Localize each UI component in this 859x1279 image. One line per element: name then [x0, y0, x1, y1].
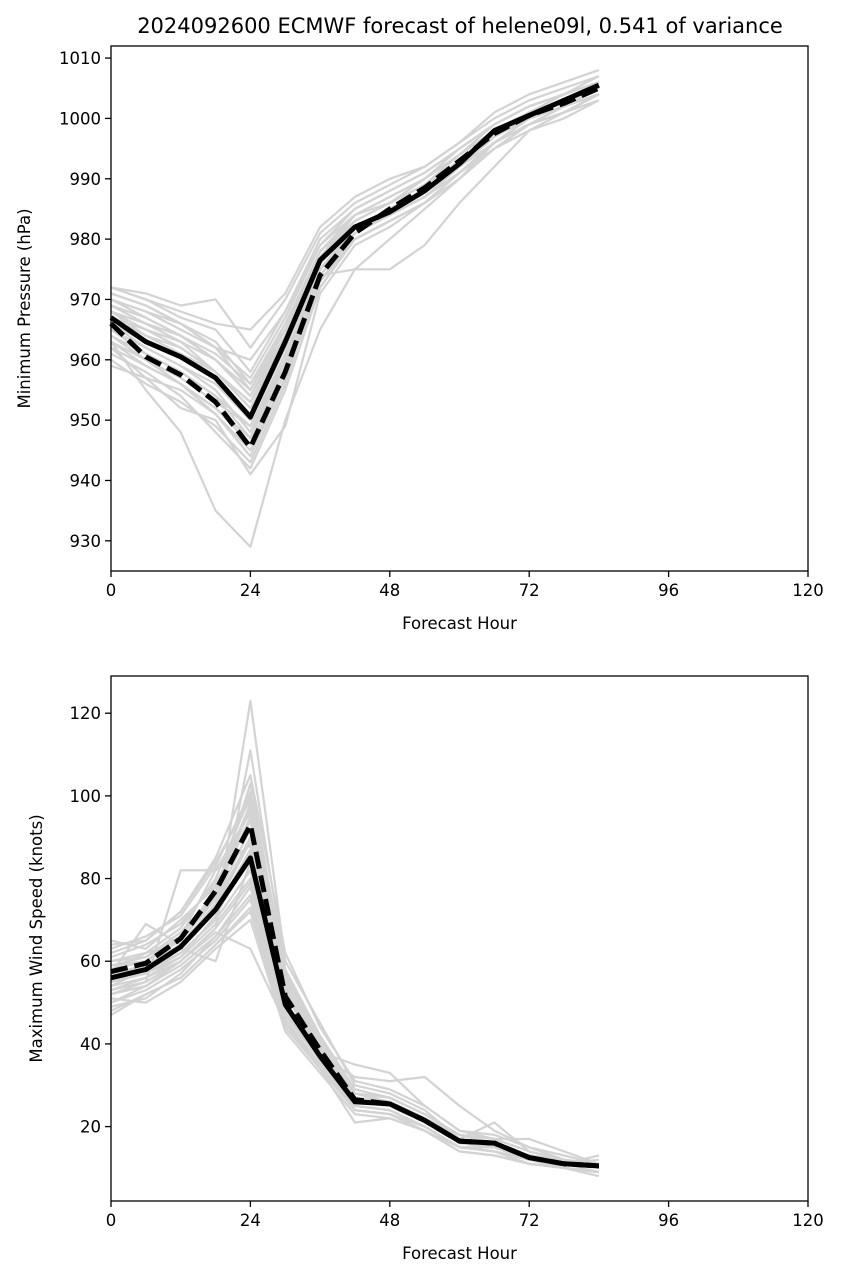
wind-member-line-17	[110, 827, 600, 1169]
pressure-y-tick-label-980: 980	[70, 230, 102, 249]
pressure-x-tick-label-0: 0	[106, 581, 117, 600]
wind-member-line-15	[110, 819, 600, 1165]
pressure-x-tick-label-96: 96	[658, 581, 679, 600]
pressure-member-line-24	[110, 87, 600, 422]
pressure-member-line-22	[110, 99, 600, 452]
wind-member-line-22	[110, 931, 600, 1174]
pressure-member-line-13	[110, 87, 600, 416]
pressure-member-line-4	[110, 93, 600, 470]
wind-x-tick-label-120: 120	[792, 1211, 824, 1230]
wind-y-tick-label-80: 80	[80, 870, 101, 889]
wind-x-axis-label: Forecast Hour	[402, 1244, 517, 1263]
pressure-y-tick-label-970: 970	[70, 290, 102, 309]
pressure-y-tick-label-930: 930	[70, 532, 102, 551]
pressure-member-line-21	[110, 81, 600, 361]
wind-member-line-8	[110, 836, 600, 1169]
wind-x-tick-label-24: 24	[240, 1211, 261, 1230]
pressure-y-tick-label-1000: 1000	[59, 109, 101, 128]
pressure-members-layer	[110, 69, 600, 549]
pressure-axes-frame	[110, 45, 809, 572]
wind-x-tick-label-48: 48	[379, 1211, 400, 1230]
wind-y-tick-label-100: 100	[70, 787, 102, 806]
wind-members-layer	[110, 699, 600, 1178]
pressure-member-line-6	[110, 93, 600, 476]
pressure-member-line-28	[110, 93, 600, 440]
wind-y-tick-label-60: 60	[80, 952, 101, 971]
pressure-y-tick-label-940: 940	[70, 471, 102, 490]
wind-y-tick-label-20: 20	[80, 1118, 101, 1137]
pressure-member-line-20	[110, 93, 600, 428]
pressure-member-line-5	[110, 87, 600, 549]
wind-y-tick-label-120: 120	[70, 704, 102, 723]
pressure-x-tick-label-48: 48	[379, 581, 400, 600]
wind-member-line-26	[110, 893, 600, 1174]
chart-title: 2024092600 ECMWF forecast of helene09l, …	[137, 14, 783, 38]
wind-member-line-28	[110, 881, 600, 1165]
wind-ticks-layer: 0 24 48 72 96 120 20 40 60 80 100 120	[70, 704, 824, 1230]
pressure-panel: 0 24 48 72 96 120 930 940 950 960 970 980 990 1000 101…	[15, 45, 824, 633]
wind-mean-layer	[110, 822, 600, 1169]
pressure-x-tick-label-24: 24	[240, 581, 261, 600]
pressure-member-line-25	[110, 69, 600, 331]
pressure-member-line-3	[110, 93, 600, 458]
wind-panel: 0 24 48 72 96 120 20 40 60 80 100 120 Forecast Hour…	[27, 675, 824, 1263]
pressure-member-line-14	[110, 75, 600, 349]
wind-bold-dashed-line	[110, 822, 600, 1169]
pressure-y-tick-label-1010: 1010	[59, 49, 101, 68]
wind-member-line-18	[110, 852, 600, 1165]
wind-x-tick-label-96: 96	[658, 1211, 679, 1230]
pressure-member-line-11	[110, 99, 600, 464]
pressure-y-axis-label: Minimum Pressure (hPa)	[15, 208, 34, 408]
wind-axes-frame	[110, 675, 809, 1202]
pressure-mean-layer	[109, 82, 600, 450]
wind-x-tick-label-72: 72	[519, 1211, 540, 1230]
pressure-x-axis-label: Forecast Hour	[402, 614, 517, 633]
wind-member-line-25	[110, 798, 600, 1165]
pressure-y-tick-label-950: 950	[70, 411, 102, 430]
wind-member-line-11	[110, 844, 600, 1169]
pressure-y-tick-label-960: 960	[70, 351, 102, 370]
wind-y-axis-label: Maximum Wind Speed (knots)	[27, 814, 46, 1062]
wind-x-tick-label-0: 0	[106, 1211, 117, 1230]
wind-y-tick-label-40: 40	[80, 1035, 101, 1054]
pressure-y-tick-label-990: 990	[70, 170, 102, 189]
pressure-x-tick-label-120: 120	[792, 581, 824, 600]
pressure-ticks-layer: 0 24 48 72 96 120 930 940 950 960 970 980 990 1000 101…	[59, 49, 824, 600]
pressure-bold-dashed-line	[109, 85, 600, 450]
wind-member-line-29	[110, 848, 600, 1165]
pressure-member-line-26	[110, 93, 600, 428]
pressure-x-tick-label-72: 72	[519, 581, 540, 600]
wind-bold-solid-line	[110, 855, 600, 1169]
wind-member-line-23	[110, 840, 600, 1169]
wind-member-line-20	[110, 906, 600, 1174]
